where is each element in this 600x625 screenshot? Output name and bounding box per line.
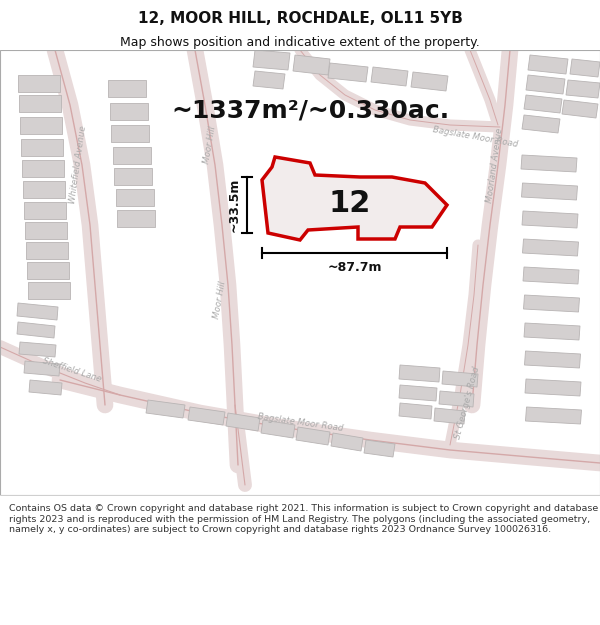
Polygon shape — [18, 75, 60, 92]
Polygon shape — [25, 222, 67, 239]
Polygon shape — [261, 420, 295, 438]
Text: ~87.7m: ~87.7m — [327, 261, 382, 274]
Polygon shape — [524, 323, 580, 340]
Polygon shape — [24, 202, 66, 219]
Polygon shape — [22, 160, 64, 177]
Polygon shape — [111, 125, 149, 142]
Text: Moor Hill: Moor Hill — [212, 281, 228, 319]
Polygon shape — [566, 80, 600, 98]
Polygon shape — [523, 239, 578, 256]
Text: Moor Hill: Moor Hill — [202, 126, 218, 164]
Polygon shape — [17, 303, 58, 320]
Polygon shape — [562, 100, 598, 118]
Text: Map shows position and indicative extent of the property.: Map shows position and indicative extent… — [120, 36, 480, 49]
Polygon shape — [108, 80, 146, 97]
Text: Bagslate Moor Road: Bagslate Moor Road — [257, 412, 343, 434]
Polygon shape — [117, 210, 155, 227]
Polygon shape — [23, 181, 65, 198]
Polygon shape — [525, 379, 581, 396]
Polygon shape — [371, 67, 408, 86]
Polygon shape — [26, 242, 68, 259]
Polygon shape — [115, 189, 154, 206]
Text: St George's Road: St George's Road — [453, 366, 481, 440]
Text: 12, MOOR HILL, ROCHDALE, OL11 5YB: 12, MOOR HILL, ROCHDALE, OL11 5YB — [137, 11, 463, 26]
Text: Moorland Avenue: Moorland Avenue — [485, 127, 505, 203]
Text: Bagslate Moor Road: Bagslate Moor Road — [431, 125, 518, 149]
Polygon shape — [434, 408, 465, 424]
Polygon shape — [328, 63, 368, 82]
Polygon shape — [442, 371, 478, 387]
Polygon shape — [521, 155, 577, 172]
Polygon shape — [399, 365, 440, 382]
Polygon shape — [439, 391, 474, 407]
Polygon shape — [521, 183, 577, 200]
Polygon shape — [526, 75, 565, 94]
Polygon shape — [522, 115, 560, 133]
Polygon shape — [296, 427, 330, 445]
Text: Whitefield Avenue: Whitefield Avenue — [68, 126, 88, 204]
Polygon shape — [253, 71, 285, 89]
Polygon shape — [24, 361, 60, 376]
Polygon shape — [262, 157, 447, 240]
Polygon shape — [399, 403, 432, 419]
Polygon shape — [20, 117, 62, 134]
Polygon shape — [331, 433, 363, 451]
Polygon shape — [19, 342, 56, 357]
Polygon shape — [523, 267, 579, 284]
Text: ~1337m²/~0.330ac.: ~1337m²/~0.330ac. — [171, 98, 449, 122]
Polygon shape — [524, 95, 562, 113]
Polygon shape — [524, 351, 581, 368]
Polygon shape — [528, 55, 568, 74]
Polygon shape — [28, 282, 70, 299]
Polygon shape — [226, 413, 260, 431]
Polygon shape — [522, 211, 578, 228]
Text: Contains OS data © Crown copyright and database right 2021. This information is : Contains OS data © Crown copyright and d… — [9, 504, 598, 534]
Polygon shape — [399, 385, 437, 401]
Polygon shape — [526, 407, 581, 424]
Polygon shape — [29, 380, 62, 395]
Polygon shape — [27, 262, 69, 279]
Text: Sheffield Lane: Sheffield Lane — [41, 356, 103, 384]
Polygon shape — [17, 322, 55, 338]
Polygon shape — [253, 50, 290, 70]
Polygon shape — [21, 139, 63, 156]
Polygon shape — [293, 55, 330, 75]
Polygon shape — [146, 400, 185, 418]
Polygon shape — [411, 72, 448, 91]
Polygon shape — [110, 103, 148, 120]
Text: ~33.5m: ~33.5m — [228, 177, 241, 232]
Polygon shape — [364, 440, 395, 457]
Polygon shape — [523, 295, 580, 312]
Polygon shape — [114, 168, 152, 185]
Polygon shape — [19, 95, 61, 112]
Polygon shape — [570, 59, 600, 77]
Polygon shape — [188, 407, 225, 425]
Text: 12: 12 — [329, 189, 371, 218]
Polygon shape — [113, 147, 151, 164]
